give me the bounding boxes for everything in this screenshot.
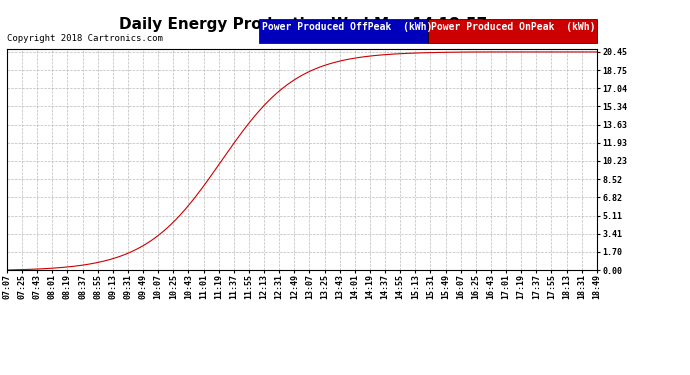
Text: Daily Energy Production Wed Mar 14 18:57: Daily Energy Production Wed Mar 14 18:57 [119, 17, 488, 32]
Text: Power Produced OffPeak  (kWh): Power Produced OffPeak (kWh) [262, 22, 432, 32]
Text: Copyright 2018 Cartronics.com: Copyright 2018 Cartronics.com [7, 34, 163, 43]
Text: Power Produced OnPeak  (kWh): Power Produced OnPeak (kWh) [431, 22, 595, 32]
